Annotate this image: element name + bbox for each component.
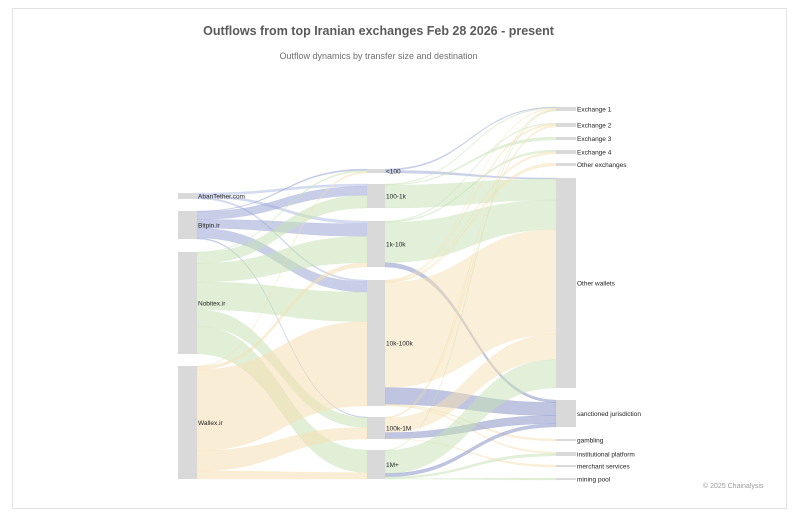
node-1k-10k (367, 221, 385, 267)
flow-wallex-ir-to-1m (196, 470, 368, 480)
node-1m (367, 450, 385, 479)
node-exchange-2 (556, 123, 576, 127)
node-label-sanctioned-jurisdiction: sanctioned jurisdiction (577, 411, 641, 418)
node-label-exchange-2: Exchange 2 (577, 122, 612, 129)
node-100 (367, 169, 385, 173)
node-gambling (556, 439, 576, 441)
node-label-100k-1m: 100k-1M (386, 425, 411, 432)
node-exchange-1 (556, 107, 576, 111)
node-label-exchange-3: Exchange 3 (577, 136, 612, 143)
node-other-exchanges (556, 163, 576, 166)
node-exchange-4 (556, 150, 576, 154)
node-10k-100k (367, 280, 385, 406)
chart-subtitle: Outflow dynamics by transfer size and de… (279, 51, 478, 61)
sankey-nodes (178, 107, 576, 480)
node-abantether-com (178, 193, 197, 199)
node-merchant-services (556, 465, 576, 467)
node-label-1m: 1M+ (386, 462, 399, 469)
node-label-10k-100k: 10k-100k (386, 340, 413, 347)
node-100k-1m (367, 417, 385, 439)
flow-wallex-ir-to-100k-1m (196, 427, 368, 472)
node-label-merchant-services: merchant services (577, 463, 630, 470)
node-label-nobitex-ir: Nobitex.ir (198, 300, 226, 307)
sankey-labels: AbanTether.com Bitpin.ir Nobitex.ir Wallex.… (198, 106, 641, 483)
node-sanctioned-jurisdiction (556, 400, 576, 427)
node-institutional-platform (556, 452, 576, 456)
node-bitpin-ir (178, 211, 197, 239)
node-exchange-3 (556, 137, 576, 140)
node-label-exchange-4: Exchange 4 (577, 149, 612, 156)
node-label-gambling: gambling (577, 437, 604, 444)
node-label-other-exchanges: Other exchanges (577, 162, 627, 169)
node-label-institutional-platform: institutional platform (577, 451, 635, 458)
node-label-1k-10k: 1k-10k (386, 241, 406, 248)
node-label-mining-pool: mining pool (577, 476, 611, 483)
node-label-abantether-com: AbanTether.com (198, 193, 245, 200)
node-label-exchange-1: Exchange 1 (577, 106, 612, 113)
node-100-1k (367, 184, 385, 208)
node-label-100-1k: 100-1k (386, 193, 407, 200)
node-nobitex-ir (178, 252, 197, 354)
node-label-bitpin-ir: Bitpin.ir (198, 222, 221, 229)
copyright-credit: © 2025 Chainalysis (703, 483, 764, 490)
node-mining-pool (556, 478, 576, 480)
sankey-links (196, 106, 557, 481)
flow-1m-to-mining-pool (384, 477, 557, 481)
chart-title: Outflows from top Iranian exchanges Feb … (203, 24, 554, 38)
node-label-100: <100 (386, 168, 401, 175)
node-other-wallets (556, 178, 576, 388)
node-wallex-ir (178, 366, 197, 479)
node-label-wallex-ir: Wallex.ir (198, 420, 224, 427)
node-label-other-wallets: Other wallets (577, 280, 616, 287)
